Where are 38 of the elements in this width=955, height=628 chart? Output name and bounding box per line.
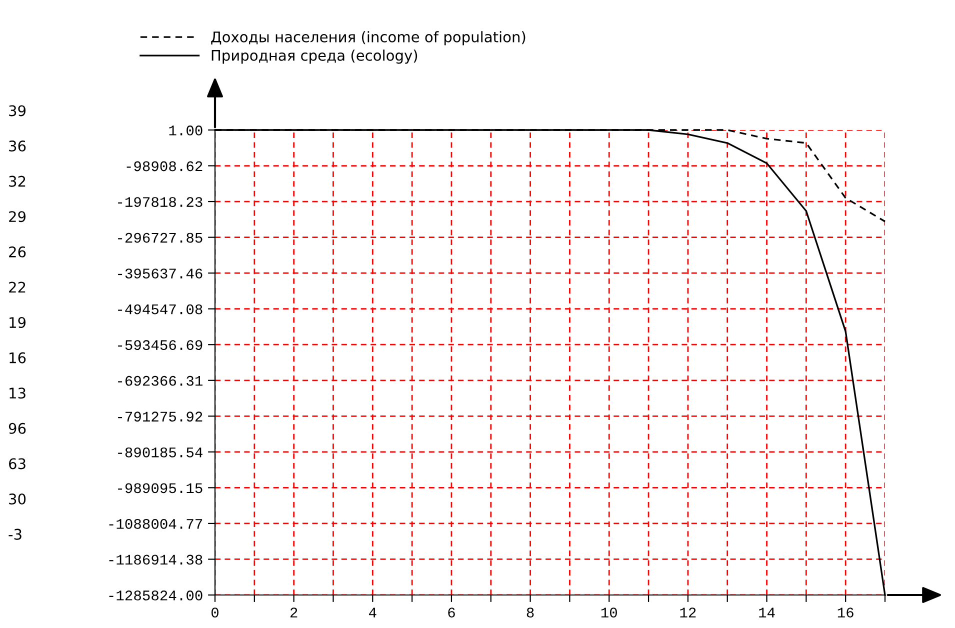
text: 22 bbox=[9, 282, 26, 293]
y-tick-label: -791275.92 bbox=[118, 412, 202, 422]
text: 19 bbox=[10, 317, 26, 328]
text: 63 bbox=[9, 458, 26, 470]
y-tick-label: -494547.08 bbox=[118, 304, 202, 314]
y-tick-label: -989095.15 bbox=[118, 483, 202, 494]
y-tick-label: -1285824.00 bbox=[109, 590, 202, 600]
y-tick-label: -593456.69 bbox=[118, 340, 202, 350]
y-tick-label: -692366.31 bbox=[118, 376, 202, 386]
text: 96 bbox=[8, 422, 26, 434]
x-tick-label: 12 bbox=[680, 608, 696, 618]
x-tick-label: 2 bbox=[290, 608, 298, 618]
x-tick-label: 16 bbox=[838, 608, 854, 618]
y-tick-label: -395637.46 bbox=[118, 268, 202, 279]
x-tick-label: 6 bbox=[448, 608, 455, 618]
y-tick-label: -197818.23 bbox=[118, 197, 202, 207]
text: 29 bbox=[9, 211, 26, 222]
y-tick-label: -890185.54 bbox=[118, 447, 202, 458]
text: 32 bbox=[9, 176, 26, 187]
y-tick-label: -1186914.38 bbox=[109, 554, 202, 565]
text: 13 bbox=[10, 388, 26, 399]
legend-label: Природная среда (ecology) bbox=[212, 50, 418, 64]
legend-label: Доходы населения (income of population) bbox=[211, 31, 526, 46]
text: -3 bbox=[8, 528, 22, 540]
x-tick-label: 4 bbox=[369, 608, 376, 618]
text: 26 bbox=[9, 246, 26, 258]
x-tick-label: 10 bbox=[601, 608, 617, 618]
y-tick-label: -98908.62 bbox=[126, 161, 202, 172]
text: 16 bbox=[10, 352, 26, 364]
y-tick-label: -296727.85 bbox=[118, 232, 202, 243]
text: 39 bbox=[9, 105, 26, 116]
x-tick-label: 14 bbox=[759, 608, 775, 618]
x-tick-label: 0 bbox=[212, 608, 218, 618]
y-tick-label: 1.00 bbox=[169, 126, 202, 136]
y-tick-label: -1088004.77 bbox=[109, 518, 202, 529]
text: 36 bbox=[9, 140, 26, 152]
text: 30 bbox=[9, 494, 26, 505]
x-tick-label: 8 bbox=[526, 608, 534, 618]
